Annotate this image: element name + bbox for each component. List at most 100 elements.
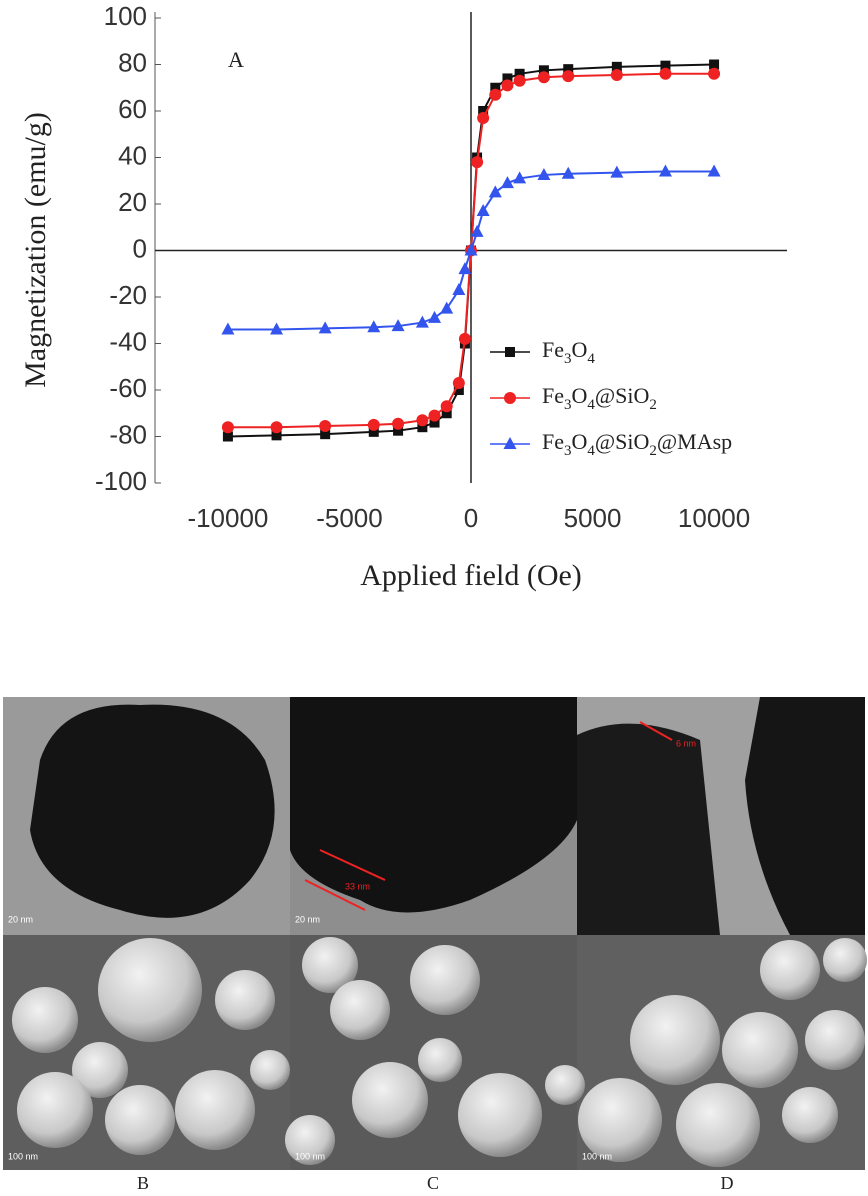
- x-tick-label: 0: [464, 503, 478, 533]
- marker: [489, 88, 502, 101]
- scale-bar-label: 20 nm: [295, 914, 320, 924]
- marker: [417, 422, 428, 433]
- y-axis-label: Magnetization (emu/g): [19, 112, 52, 388]
- marker: [416, 414, 429, 427]
- particle: [290, 697, 577, 913]
- marker: [537, 167, 551, 180]
- marker: [537, 71, 550, 84]
- marker: [221, 322, 235, 335]
- x-tick-label: 5000: [564, 503, 622, 533]
- marker: [367, 320, 381, 333]
- marker: [271, 430, 282, 441]
- scale-bar-label: 100 nm: [295, 1151, 325, 1161]
- spheres: [12, 937, 867, 1167]
- marker: [505, 347, 515, 357]
- legend-label: Fe3O4: [542, 337, 595, 367]
- marker: [415, 315, 429, 328]
- marker: [500, 176, 514, 189]
- marker: [452, 377, 465, 390]
- y-tick-label: 0: [133, 233, 147, 263]
- marker: [476, 203, 490, 216]
- scale-bar-label: 100 nm: [582, 1151, 612, 1161]
- y-tick-label: -100: [95, 466, 147, 496]
- x-tick-label: -10000: [187, 503, 268, 533]
- marker: [471, 156, 484, 169]
- marker: [270, 421, 283, 434]
- y-tick-label: 80: [118, 47, 147, 77]
- marker: [513, 74, 526, 87]
- marker: [610, 68, 623, 81]
- marker: [464, 243, 478, 256]
- marker: [452, 283, 466, 296]
- marker: [538, 65, 549, 76]
- y-tick-label: 20: [118, 187, 147, 217]
- x-axis-label: Applied field (Oe): [360, 559, 582, 592]
- measure-line: [639, 721, 673, 741]
- marker: [514, 68, 525, 79]
- x-tick-label: -5000: [316, 503, 383, 533]
- scale-bar-label: 100 nm: [8, 1151, 38, 1161]
- marker: [562, 70, 575, 83]
- particle: [745, 697, 865, 935]
- legend-label: Fe3O4@SiO2: [542, 383, 657, 413]
- y-tick-label: -40: [109, 326, 147, 356]
- particle: [577, 723, 720, 935]
- panel-label: D: [721, 1173, 734, 1193]
- marker: [440, 400, 453, 413]
- panel-label: B: [137, 1173, 149, 1193]
- particle: [30, 704, 275, 918]
- x-tick-label: 10000: [678, 503, 750, 533]
- y-tick-label: -20: [109, 280, 147, 310]
- marker: [367, 418, 380, 431]
- marker: [392, 417, 405, 430]
- marker: [488, 185, 502, 198]
- measurement-label: 6 nm: [676, 738, 696, 748]
- y-tick-label: 40: [118, 140, 147, 170]
- y-tick-label: 100: [104, 1, 147, 31]
- marker: [320, 429, 331, 440]
- marker: [658, 164, 672, 177]
- marker: [611, 61, 622, 72]
- marker: [660, 60, 671, 71]
- marker: [709, 59, 720, 70]
- marker: [453, 385, 464, 395]
- measure-line: [304, 879, 366, 911]
- marker: [707, 164, 721, 177]
- marker: [222, 431, 233, 442]
- marker: [610, 165, 624, 178]
- scale-bar-label: 20 nm: [8, 914, 33, 924]
- panel-label: C: [427, 1173, 439, 1193]
- marker: [503, 437, 517, 449]
- marker: [428, 409, 441, 422]
- marker: [502, 73, 513, 84]
- marker: [708, 67, 721, 80]
- series: [221, 164, 721, 335]
- marker: [513, 171, 527, 184]
- marker: [318, 321, 332, 334]
- marker: [368, 426, 379, 437]
- measurement-label: 33 nm: [345, 881, 370, 891]
- y-tick-label: -80: [109, 419, 147, 449]
- marker: [429, 417, 440, 428]
- marker: [319, 420, 332, 433]
- marker: [270, 322, 284, 335]
- marker: [490, 82, 501, 93]
- marker: [501, 79, 514, 92]
- marker: [477, 111, 490, 124]
- marker: [391, 319, 405, 332]
- marker: [659, 67, 672, 80]
- marker: [441, 408, 452, 419]
- y-tick-label: 60: [118, 94, 147, 124]
- marker: [428, 310, 442, 323]
- panel-label: A: [228, 47, 244, 72]
- marker: [478, 106, 489, 116]
- marker: [440, 301, 454, 314]
- marker: [561, 166, 575, 179]
- marker: [470, 224, 484, 237]
- marker: [221, 421, 234, 434]
- measure-line: [319, 849, 386, 881]
- y-tick-label: -60: [109, 373, 147, 403]
- marker: [458, 262, 472, 275]
- marker: [504, 392, 516, 404]
